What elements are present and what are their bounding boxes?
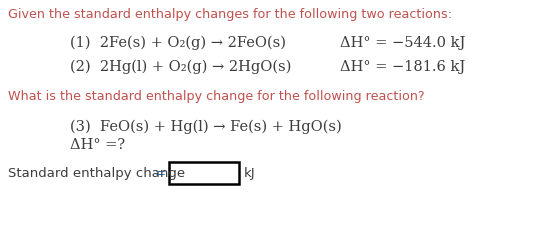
Text: kJ: kJ <box>244 167 256 180</box>
Text: What is the standard enthalpy change for the following reaction?: What is the standard enthalpy change for… <box>8 90 425 103</box>
Text: (1)  2Fe(s) + O₂(g) → 2FeO(s): (1) 2Fe(s) + O₂(g) → 2FeO(s) <box>70 36 286 51</box>
Text: Standard enthalpy change: Standard enthalpy change <box>8 167 185 180</box>
Text: Given the standard enthalpy changes for the following two reactions:: Given the standard enthalpy changes for … <box>8 8 452 21</box>
Text: ΔH° = −544.0 kJ: ΔH° = −544.0 kJ <box>340 36 465 50</box>
Text: (2)  2Hg(l) + O₂(g) → 2HgO(s): (2) 2Hg(l) + O₂(g) → 2HgO(s) <box>70 60 291 74</box>
Text: (3)  FeO(s) + Hg(l) → Fe(s) + HgO(s): (3) FeO(s) + Hg(l) → Fe(s) + HgO(s) <box>70 120 341 134</box>
Text: =: = <box>155 167 166 180</box>
Bar <box>169 162 239 184</box>
Text: ΔH° = −181.6 kJ: ΔH° = −181.6 kJ <box>340 60 465 74</box>
Text: ΔH° =?: ΔH° =? <box>70 138 125 152</box>
